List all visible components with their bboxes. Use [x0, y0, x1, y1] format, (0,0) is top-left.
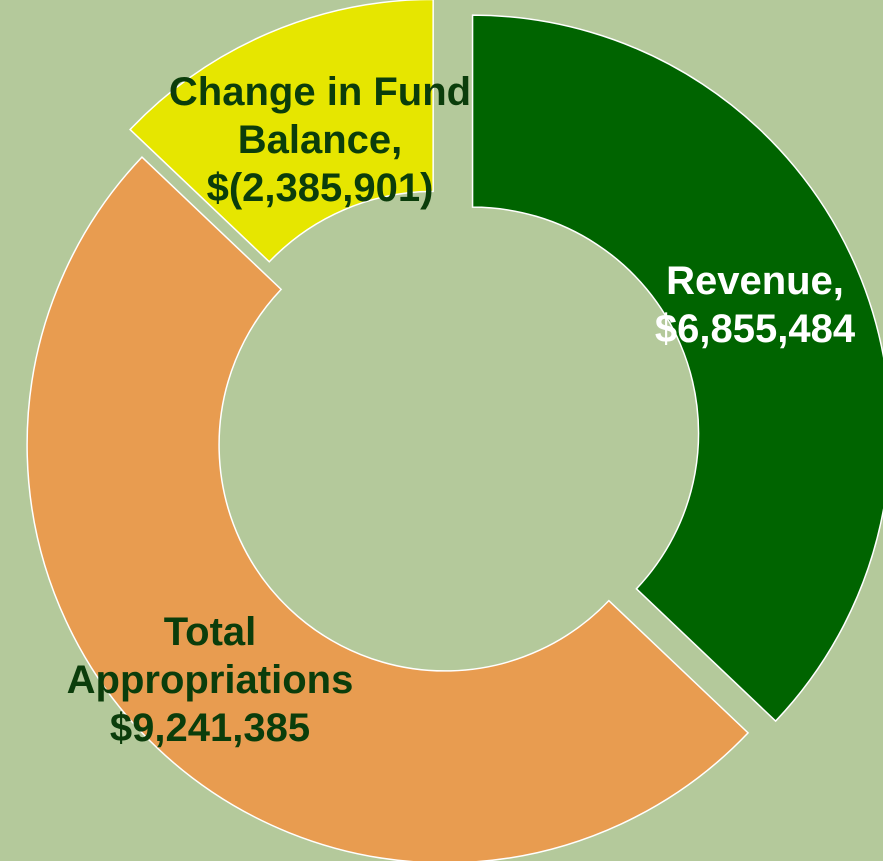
data-label: Change in Fund Balance, $(2,385,901) [160, 68, 480, 212]
label-line: $9,241,385 [109, 706, 311, 750]
label-line: Change in Fund Balance, [168, 70, 472, 162]
label-line: $6,855,484 [654, 307, 856, 351]
data-label: Total Appropriations $9,241,385 [30, 608, 390, 752]
data-label: Revenue, $6,855,484 [625, 257, 883, 353]
donut-slice [471, 14, 883, 723]
label-line: Total Appropriations [66, 610, 354, 702]
donut-slice [129, 0, 434, 263]
label-line: $(2,385,901) [206, 166, 434, 210]
label-line: Revenue, [666, 259, 844, 303]
